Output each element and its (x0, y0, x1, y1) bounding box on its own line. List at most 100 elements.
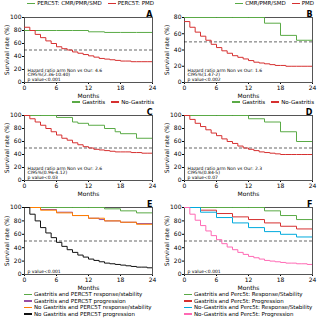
svg-text:80: 80 (14, 26, 22, 33)
html-text:No-Gastritis and Perc5t: Progr: No-Gastritis and Perc5t: Progression (194, 310, 294, 317)
svg-text:Hazard ratio arm Non vs Our: 4: Hazard ratio arm Non vs Our: 4.6CI95%(2.… (28, 67, 103, 81)
svg-text:12: 12 (85, 182, 93, 189)
html-text:Gastritis: Gastritis (82, 98, 106, 105)
svg-text:80: 80 (174, 13, 182, 20)
svg-text:B: B (306, 9, 312, 18)
svg-text:18: 18 (117, 182, 125, 189)
svg-text:Hazard ratio arm Non vs Our: 1: Hazard ratio arm Non vs Our: 1.6CI95%(1.… (188, 67, 263, 81)
svg-text:60: 60 (174, 29, 182, 36)
svg-text:Hazard ratio arm Non vs Our: 2: Hazard ratio arm Non vs Our: 2.6CI95%(0.… (28, 166, 103, 180)
svg-text:24: 24 (309, 83, 317, 90)
svg-text:Months: Months (238, 284, 260, 291)
svg-text:60: 60 (174, 230, 182, 237)
svg-text:20: 20 (174, 257, 182, 264)
svg-text:18: 18 (117, 276, 125, 283)
svg-text:Hazard ratio arm Non vs Our: 2: Hazard ratio arm Non vs Our: 2.3CI95%(0.… (188, 166, 263, 180)
svg-text:6: 6 (215, 276, 219, 283)
svg-text:Survival rate (%): Survival rate (%) (163, 24, 170, 75)
svg-text:A: A (146, 9, 153, 18)
svg-text:24: 24 (149, 182, 157, 189)
svg-text:Survival rate (%): Survival rate (%) (3, 24, 10, 75)
svg-text:100: 100 (170, 203, 182, 210)
svg-text:Survival rate (%): Survival rate (%) (3, 216, 10, 267)
svg-text:0: 0 (18, 176, 22, 183)
svg-text:80: 80 (14, 124, 22, 131)
svg-text:0: 0 (183, 276, 187, 283)
svg-text:0: 0 (18, 78, 22, 85)
svg-text:20: 20 (14, 257, 22, 264)
html-text:No-Gastritis: No-Gastritis (281, 98, 314, 105)
svg-text:40: 40 (174, 150, 182, 157)
svg-text:40: 40 (14, 244, 22, 251)
svg-text:24: 24 (309, 276, 317, 283)
html-text:PERC5T: PMD: PERC5T: PMD (117, 0, 154, 6)
svg-text:40: 40 (174, 244, 182, 251)
svg-text:60: 60 (14, 230, 22, 237)
svg-text:Months: Months (78, 91, 100, 98)
svg-text:Months: Months (238, 190, 260, 197)
html-text:No-Gastritis: No-Gastritis (121, 98, 154, 105)
svg-text:18: 18 (277, 83, 285, 90)
html-text:No Gastritis and PERC5T progre: No Gastritis and PERC5T progression (34, 310, 135, 317)
svg-text:20: 20 (174, 62, 182, 69)
svg-text:100: 100 (170, 111, 182, 118)
svg-text:0: 0 (18, 270, 22, 277)
svg-text:0: 0 (178, 270, 182, 277)
svg-text:60: 60 (14, 39, 22, 46)
svg-text:12: 12 (245, 83, 253, 90)
svg-text:0: 0 (183, 83, 187, 90)
svg-text:Survival rate (%): Survival rate (%) (163, 216, 170, 267)
svg-text:24: 24 (149, 83, 157, 90)
html-text:Gastritis: Gastritis (242, 98, 266, 105)
svg-text:0: 0 (178, 176, 182, 183)
svg-text:E: E (147, 200, 152, 209)
svg-text:20: 20 (174, 163, 182, 170)
svg-text:12: 12 (85, 83, 93, 90)
svg-text:18: 18 (277, 276, 285, 283)
svg-text:80: 80 (14, 217, 22, 224)
svg-text:p value<0.001: p value<0.001 (188, 269, 221, 274)
svg-text:12: 12 (245, 182, 253, 189)
svg-text:6: 6 (215, 83, 219, 90)
svg-text:100: 100 (10, 203, 22, 210)
svg-text:40: 40 (174, 45, 182, 52)
svg-text:18: 18 (277, 182, 285, 189)
svg-text:6: 6 (55, 182, 59, 189)
svg-text:6: 6 (215, 182, 219, 189)
svg-text:C: C (147, 108, 153, 117)
svg-text:6: 6 (55, 276, 59, 283)
svg-text:0: 0 (23, 182, 27, 189)
html-text:PERC5T: CMR/PMR/SMD: PERC5T: CMR/PMR/SMD (37, 0, 102, 6)
svg-text:12: 12 (85, 276, 93, 283)
svg-text:p value<0.001: p value<0.001 (28, 269, 61, 274)
svg-text:20: 20 (14, 163, 22, 170)
svg-text:100: 100 (10, 13, 22, 20)
svg-text:40: 40 (14, 150, 22, 157)
svg-text:Survival rate (%): Survival rate (%) (163, 123, 170, 174)
svg-text:Months: Months (238, 91, 260, 98)
svg-text:60: 60 (174, 137, 182, 144)
html-text:Gastritis and Perc5t: Progress: Gastritis and Perc5t: Progression (194, 297, 284, 304)
svg-text:12: 12 (245, 276, 253, 283)
svg-text:0: 0 (178, 78, 182, 85)
html-text:CMR/PMR/SMD: CMR/PMR/SMD (245, 0, 286, 6)
svg-text:0: 0 (183, 182, 187, 189)
svg-text:6: 6 (55, 83, 59, 90)
svg-text:80: 80 (174, 124, 182, 131)
svg-text:100: 100 (10, 111, 22, 118)
svg-text:24: 24 (149, 276, 157, 283)
svg-text:Survival rate (%): Survival rate (%) (3, 123, 10, 174)
html-text:Gastritis and PERC5T progressi: Gastritis and PERC5T progression (34, 297, 126, 304)
svg-text:D: D (306, 108, 313, 117)
svg-text:60: 60 (14, 137, 22, 144)
svg-text:40: 40 (14, 52, 22, 59)
svg-text:20: 20 (14, 65, 22, 72)
svg-text:0: 0 (23, 83, 27, 90)
svg-text:24: 24 (309, 182, 317, 189)
svg-text:0: 0 (23, 276, 27, 283)
svg-text:Months: Months (78, 284, 100, 291)
svg-text:18: 18 (117, 83, 125, 90)
svg-text:F: F (307, 200, 312, 209)
svg-text:Months: Months (78, 190, 100, 197)
svg-text:80: 80 (174, 217, 182, 224)
